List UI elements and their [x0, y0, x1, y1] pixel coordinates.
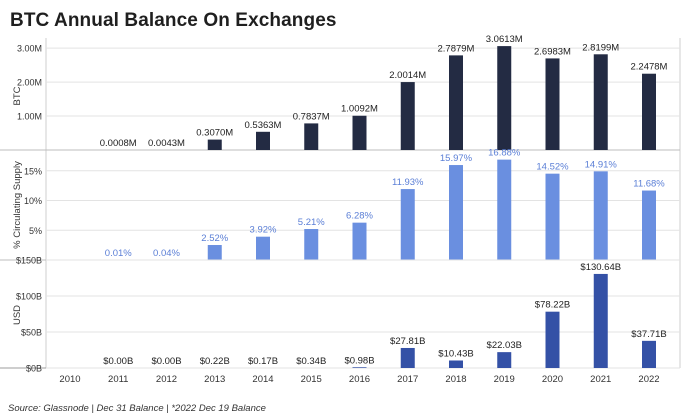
btc-data-label: 0.7837M [293, 111, 330, 122]
btc-data-label: 2.2478M [631, 62, 668, 73]
pct-bar [593, 171, 608, 260]
pct-data-label: 15.97% [440, 153, 473, 164]
pct-y-axis-label: % Circulating Supply [12, 161, 23, 249]
btc-data-label: 2.7879M [438, 43, 475, 54]
usd-bar [400, 347, 415, 368]
btc-y-tick-label: 3.00M [17, 44, 42, 54]
usd-bar [545, 311, 560, 368]
btc-data-label: 0.0008M [100, 138, 137, 149]
usd-data-label: $10.43B [438, 348, 473, 359]
pct-data-label: 11.68% [633, 179, 665, 190]
chart-title: BTC Annual Balance On Exchanges [10, 10, 337, 31]
chart-canvas: BTC 1.00M 2.00M 3.00M 0.0008M 0.0043M 0.3070M 0… [0, 34, 681, 385]
usd-y-axis-label: USD [12, 305, 23, 325]
usd-data-label: $0.34B [296, 356, 326, 367]
x-tick-label: 2022 [638, 374, 659, 385]
usd-y-tick-label: $50B [21, 328, 42, 338]
pct-data-label: 5.21% [298, 217, 325, 228]
btc-bar [449, 55, 463, 150]
pct-data-label: 0.04% [153, 248, 180, 259]
btc-bar [207, 139, 222, 150]
usd-data-label: $22.03B [487, 340, 522, 351]
x-tick-label: 2017 [397, 374, 418, 385]
btc-bar [497, 46, 512, 150]
pct-data-label: 16.88% [488, 148, 521, 159]
usd-data-label: $0.00B [151, 356, 181, 367]
btc-bar [642, 73, 656, 150]
source-note: Source: Glassnode | Dec 31 Balance | *20… [8, 403, 266, 414]
usd-y-tick-label: $0B [26, 364, 42, 374]
usd-bar [642, 340, 656, 368]
usd-bar [449, 360, 463, 368]
pct-bar [400, 189, 415, 260]
x-tick-label: 2018 [445, 374, 466, 385]
usd-bar [497, 352, 512, 368]
usd-y-tick-label: $100B [16, 292, 42, 302]
usd-y-tick-label: $150B [16, 256, 42, 266]
pct-y-tick-label: 15% [24, 166, 42, 176]
pct-data-label: 2.52% [201, 233, 228, 244]
x-tick-label: 2021 [590, 374, 611, 385]
pct-data-label: 6.28% [346, 211, 373, 222]
pct-data-label: 0.01% [105, 248, 132, 259]
usd-data-label: $130.64B [580, 262, 621, 273]
usd-data-label: $0.98B [344, 355, 374, 366]
usd-data-label: $37.71B [631, 329, 666, 340]
pct-bar [642, 190, 656, 260]
x-tick-label: 2011 [108, 374, 128, 385]
x-tick-label: 2013 [204, 374, 225, 385]
usd-data-label: $0.22B [200, 356, 230, 367]
usd-bar [593, 273, 608, 368]
btc-data-label: 2.8199M [582, 42, 619, 53]
usd-data-label: $0.00B [103, 356, 133, 367]
btc-bar [593, 54, 608, 150]
usd-data-label: $27.81B [390, 336, 425, 347]
x-tick-label: 2012 [156, 374, 177, 385]
pct-bar [256, 236, 270, 260]
usd-data-label: $0.17B [248, 356, 278, 367]
x-tick-label: 2016 [349, 374, 370, 385]
btc-bar [400, 82, 415, 150]
pct-bar [449, 165, 463, 260]
btc-data-label: 2.0014M [389, 70, 426, 81]
pct-bar [304, 229, 319, 260]
pct-bar [352, 222, 367, 260]
usd-data-label: $78.22B [535, 300, 570, 311]
x-tick-label: 2015 [301, 374, 322, 385]
btc-bar [304, 123, 319, 150]
pct-data-label: 11.93% [392, 177, 424, 188]
btc-y-axis-label: BTC [12, 86, 23, 105]
btc-bar [545, 58, 560, 150]
pct-bar [497, 159, 512, 260]
btc-data-label: 0.3070M [196, 128, 233, 139]
btc-bar [352, 115, 367, 150]
btc-y-tick-label: 1.00M [17, 112, 42, 122]
btc-data-label: 1.0092M [341, 104, 378, 115]
pct-bar [545, 173, 560, 260]
pct-y-tick-label: 5% [29, 226, 42, 236]
pct-bar [207, 245, 222, 260]
x-tick-label: 2019 [494, 374, 515, 385]
btc-y-tick-label: 2.00M [17, 78, 42, 88]
btc-bar [256, 131, 270, 150]
btc-data-label: 2.6983M [534, 46, 571, 57]
btc-data-label: 3.0613M [486, 34, 523, 45]
pct-data-label: 14.52% [536, 162, 569, 173]
x-tick-label: 2020 [542, 374, 563, 385]
x-tick-label: 2010 [59, 374, 80, 385]
x-tick-label: 2014 [252, 374, 273, 385]
usd-bar [352, 367, 367, 368]
pct-data-label: 3.92% [250, 225, 277, 236]
btc-data-label: 0.0043M [148, 138, 185, 149]
pct-y-tick-label: 10% [24, 196, 42, 206]
btc-data-label: 0.5363M [245, 120, 282, 131]
pct-data-label: 14.91% [585, 159, 618, 170]
